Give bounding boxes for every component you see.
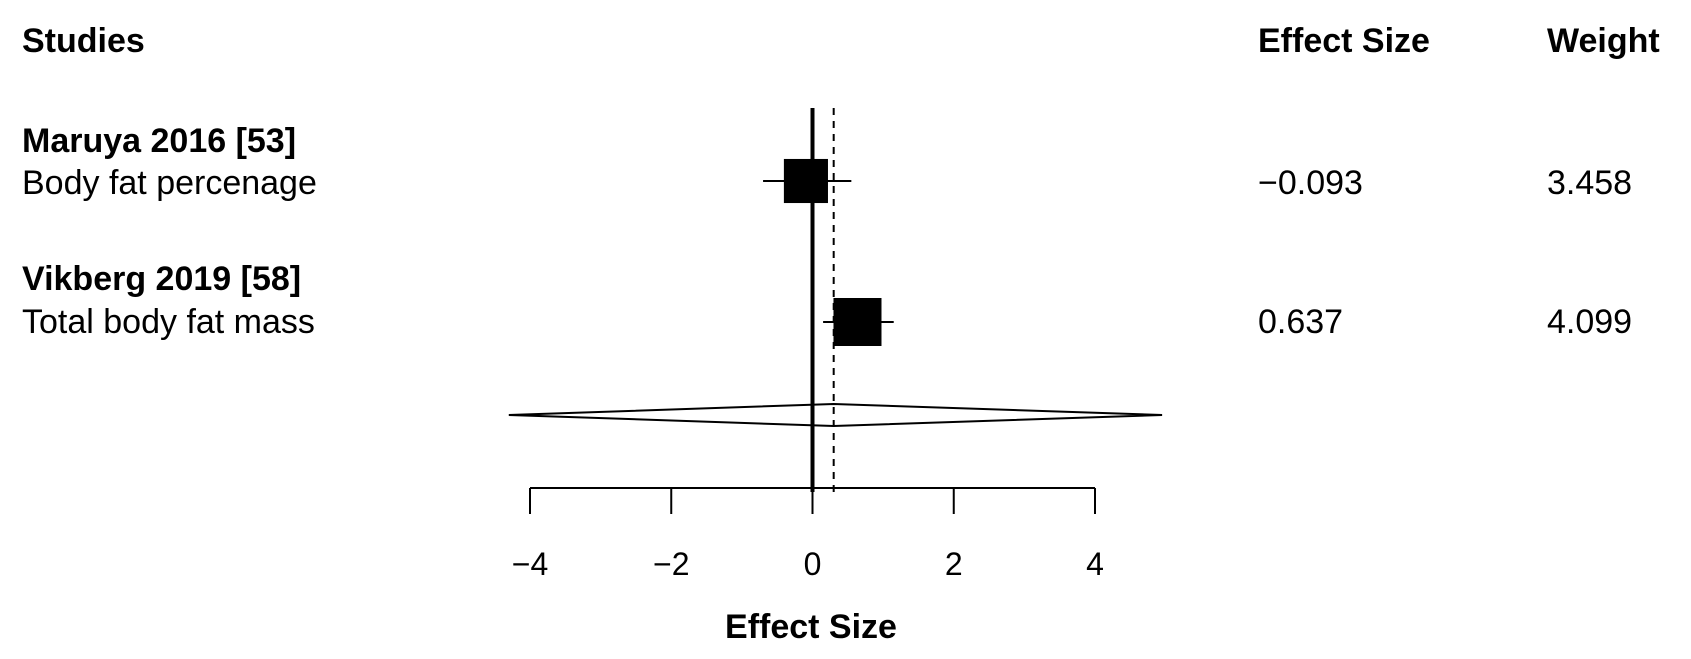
study-weight-value: 4.099 (1547, 303, 1632, 341)
header-studies: Studies (22, 22, 145, 60)
x-tick-label: −4 (512, 546, 548, 582)
x-tick-label: 0 (804, 546, 822, 582)
study-name: Vikberg 2019 [58] (22, 260, 301, 298)
study-effect-size-value: −0.093 (1258, 164, 1363, 202)
effect-size-box (833, 298, 882, 346)
chart-marks: −4 −2 0 2 4 (508, 108, 1163, 582)
summary-diamond (508, 402, 1163, 428)
x-tick-label: −2 (653, 546, 689, 582)
effect-size-box (783, 158, 828, 204)
x-axis-title: Effect Size (725, 608, 897, 646)
x-tick-label: 4 (1086, 546, 1104, 582)
study-outcome: Total body fat mass (22, 303, 315, 341)
x-tick-label: 2 (945, 546, 963, 582)
header-weight: Weight (1547, 22, 1660, 60)
study-name: Maruya 2016 [53] (22, 122, 296, 160)
header-effect-size: Effect Size (1258, 22, 1430, 60)
study-effect-size-value: 0.637 (1258, 303, 1343, 341)
study-outcome: Body fat percenage (22, 164, 317, 202)
study-weight-value: 3.458 (1547, 164, 1632, 202)
